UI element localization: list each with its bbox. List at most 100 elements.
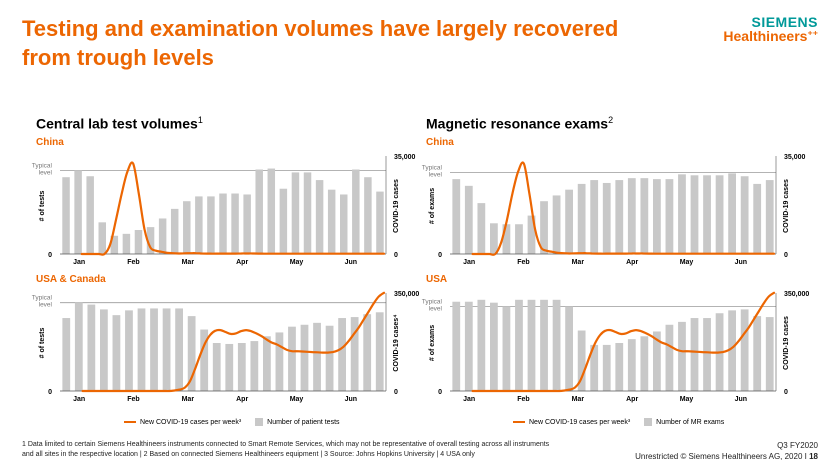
bar-18 bbox=[288, 327, 296, 391]
y2-max-label: 350,000 bbox=[784, 291, 809, 298]
bar-4 bbox=[503, 224, 511, 254]
bar-16 bbox=[255, 170, 262, 254]
bar-2 bbox=[477, 203, 485, 254]
bar-1 bbox=[465, 186, 473, 254]
y2-axis-label: COVID-19 cases bbox=[783, 179, 790, 233]
typical-label-line2: level bbox=[429, 171, 443, 178]
bar-5 bbox=[515, 224, 523, 254]
bar-23 bbox=[340, 194, 347, 254]
legend-line-swatch-mr bbox=[513, 421, 525, 423]
y-axis-label: # of exams bbox=[429, 188, 436, 224]
typical-label-line2: level bbox=[39, 302, 53, 309]
bar-20 bbox=[304, 172, 311, 254]
bar-5 bbox=[123, 234, 130, 254]
y2-max-label: 350,000 bbox=[394, 291, 419, 298]
bar-0 bbox=[62, 318, 70, 391]
bar-17 bbox=[268, 169, 275, 254]
y2-zero-label: 0 bbox=[394, 252, 398, 259]
bar-10 bbox=[578, 184, 586, 254]
bar-14 bbox=[238, 343, 246, 391]
month-tick-jun: Jun bbox=[735, 396, 747, 403]
month-tick-apr: Apr bbox=[626, 259, 638, 266]
bar-17 bbox=[666, 179, 674, 254]
bar-5 bbox=[515, 300, 523, 391]
y2-zero-label: 0 bbox=[784, 252, 788, 259]
bar-20 bbox=[703, 175, 711, 254]
region-label-lab-china: China bbox=[36, 137, 64, 148]
bar-25 bbox=[376, 312, 384, 391]
bar-3 bbox=[99, 222, 106, 254]
bar-19 bbox=[691, 318, 699, 391]
typical-level-label: Typical level bbox=[422, 164, 443, 178]
month-tick-jan: Jan bbox=[73, 396, 85, 403]
legend-label-cases-mr: New COVID-19 cases per week³ bbox=[529, 419, 630, 426]
bar-11 bbox=[590, 180, 598, 254]
month-tick-jan: Jan bbox=[463, 396, 475, 403]
logo-line1: SIEMENS bbox=[723, 15, 818, 29]
bar-13 bbox=[615, 180, 623, 254]
bar-0 bbox=[452, 302, 460, 391]
bar-15 bbox=[250, 341, 258, 391]
bar-13 bbox=[615, 343, 623, 391]
section-title-central-lab-sup: 1 bbox=[198, 115, 203, 125]
y2-max-label: 35,000 bbox=[784, 154, 806, 161]
bar-9 bbox=[175, 308, 183, 391]
bar-17 bbox=[276, 332, 284, 391]
y-axis-label: # of tests bbox=[39, 328, 46, 359]
bar-12 bbox=[603, 183, 611, 254]
bar-15 bbox=[243, 194, 250, 254]
copyright-text: Unrestricted © Siemens Healthineers AG, … bbox=[635, 452, 807, 461]
bar-9 bbox=[565, 190, 573, 254]
bar-15 bbox=[640, 336, 648, 391]
month-tick-mar: Mar bbox=[182, 396, 195, 403]
bar-26 bbox=[376, 192, 383, 254]
logo-line2-text: Healthineers bbox=[723, 28, 807, 44]
copyright-line: Unrestricted © Siemens Healthineers AG, … bbox=[635, 451, 818, 462]
bar-9 bbox=[565, 307, 573, 391]
bar-23 bbox=[741, 176, 749, 254]
bar-21 bbox=[716, 175, 724, 254]
legend-mr: New COVID-19 cases per week³ Number of M… bbox=[513, 418, 732, 426]
bar-19 bbox=[301, 325, 309, 391]
bar-14 bbox=[628, 178, 636, 254]
month-tick-jun: Jun bbox=[735, 259, 747, 266]
chart-lab-usa-canada: Typical level Jan Feb Mar Apr May Jun 0 # of test… bbox=[36, 287, 421, 405]
bar-20 bbox=[703, 318, 711, 391]
month-tick-may: May bbox=[680, 396, 694, 403]
legend-line-swatch bbox=[124, 421, 136, 423]
month-tick-may: May bbox=[290, 396, 304, 403]
bar-11 bbox=[195, 196, 202, 254]
y-zero-label: 0 bbox=[48, 252, 52, 259]
page-title: Testing and examination volumes have lar… bbox=[22, 14, 662, 72]
bar-9 bbox=[171, 209, 178, 254]
chart-lab-china: Typical level Jan Feb Mar Apr May Jun 0 # of test… bbox=[36, 150, 421, 268]
siemens-healthineers-logo: SIEMENS Healthineers⁺⁺ bbox=[723, 15, 818, 43]
section-title-central-lab-text: Central lab test volumes bbox=[36, 116, 198, 132]
bar-3 bbox=[490, 303, 498, 391]
typical-label-line1: Typical bbox=[422, 164, 443, 171]
bar-12 bbox=[603, 345, 611, 391]
bar-2 bbox=[477, 300, 485, 391]
bar-6 bbox=[135, 230, 142, 254]
bar-24 bbox=[352, 170, 359, 254]
bar-25 bbox=[766, 180, 774, 254]
chart-mr-usa: Typical levelJan Feb Mar Apr May Jun0# of exam… bbox=[426, 287, 811, 405]
bar-15 bbox=[640, 178, 648, 254]
month-tick-feb: Feb bbox=[517, 259, 529, 266]
month-tick-jan: Jan bbox=[463, 259, 475, 266]
region-label-lab-usa-canada: USA & Canada bbox=[36, 274, 106, 285]
footnote-line1: 1 Data limited to certain Siemens Health… bbox=[22, 440, 602, 450]
y-zero-label: 0 bbox=[48, 389, 52, 396]
bar-6 bbox=[138, 308, 146, 391]
typical-label-line2: level bbox=[429, 306, 443, 313]
bar-13 bbox=[219, 194, 226, 254]
footnote-line2: and all sites in the respective location… bbox=[22, 450, 602, 460]
logo-dots: ⁺⁺ bbox=[807, 30, 818, 41]
bar-7 bbox=[150, 308, 158, 391]
y2-max-label: 35,000 bbox=[394, 154, 416, 161]
bar-24 bbox=[753, 184, 761, 254]
bar-18 bbox=[678, 174, 686, 254]
typical-label-line1: Typical bbox=[422, 299, 443, 306]
bar-2 bbox=[87, 305, 95, 391]
page-number: 18 bbox=[809, 452, 818, 461]
